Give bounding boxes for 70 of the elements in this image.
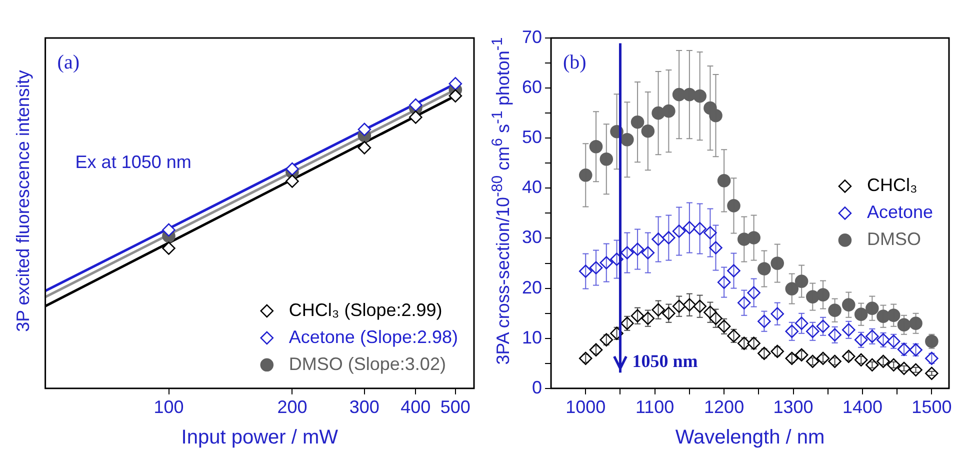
x-tick-label: 100 — [154, 397, 184, 418]
point — [640, 124, 654, 138]
point — [908, 363, 922, 377]
x-tick-label: 200 — [277, 397, 308, 418]
point — [806, 354, 819, 368]
legend-label: Acetone (Slope:2.98) — [288, 326, 458, 347]
point — [757, 346, 770, 360]
y-tick-label: 70 — [521, 26, 542, 47]
x-tick-label: 1300 — [772, 397, 813, 418]
x-tick-label: 500 — [440, 397, 470, 418]
point — [726, 199, 740, 212]
point — [876, 354, 890, 368]
point — [828, 304, 841, 317]
point — [794, 348, 808, 362]
point — [746, 231, 760, 244]
point — [578, 168, 592, 182]
point — [816, 288, 830, 302]
point — [770, 344, 784, 358]
y-tick-label: 30 — [521, 227, 542, 248]
point — [588, 343, 602, 357]
point — [854, 353, 868, 367]
legend-label: DMSO — [866, 229, 920, 250]
point — [886, 308, 900, 322]
point — [841, 350, 855, 364]
point — [578, 352, 592, 366]
x-tick-label: 1100 — [634, 397, 674, 418]
y-tick-label: 40 — [521, 177, 542, 198]
point — [784, 352, 798, 366]
point — [841, 298, 855, 312]
y-tick-label: 50 — [521, 127, 542, 148]
x-axis-title: Wavelength / nm — [674, 426, 824, 449]
point — [886, 358, 900, 372]
legend-label: Acetone — [866, 202, 933, 222]
point — [662, 104, 675, 118]
x-tick-label: 1400 — [842, 397, 882, 418]
point — [630, 115, 644, 129]
y-axis-title: 3P excited fluorescence intensity — [12, 69, 34, 334]
x-tick-label: 400 — [400, 397, 431, 418]
point — [854, 308, 868, 321]
annotation: (b) — [562, 51, 586, 74]
point — [865, 302, 878, 315]
point — [599, 152, 613, 166]
point — [770, 256, 784, 270]
text: (a) — [57, 51, 80, 74]
point — [924, 334, 938, 348]
point — [588, 140, 602, 154]
x-tick-label: 300 — [349, 397, 380, 418]
ref-line-label: 1050 nm — [632, 351, 698, 372]
point — [716, 174, 730, 188]
legend-label: DMSO (Slope:3.02) — [288, 354, 446, 374]
x-tick-label: 1500 — [911, 397, 952, 418]
x-tick-label: 1000 — [565, 397, 606, 418]
point — [828, 354, 841, 368]
point — [924, 366, 938, 380]
point — [896, 362, 910, 376]
point — [816, 352, 830, 366]
point — [794, 274, 808, 288]
point — [692, 89, 706, 103]
point — [757, 262, 770, 276]
x-tick-label: 1200 — [704, 397, 744, 418]
legend-label: CHCl₃ (Slope:2.99) — [288, 300, 442, 320]
y-tick-label: 0 — [532, 377, 542, 398]
y-tick-label: 60 — [521, 77, 542, 98]
x-axis-title: Input power / mW — [181, 426, 338, 449]
y-tick-label: 10 — [521, 327, 542, 348]
point — [865, 358, 878, 372]
y-tick-label: 20 — [521, 277, 542, 298]
annotation: Ex at 1050 nm — [75, 152, 192, 172]
legend-label: CHCl₃ — [866, 175, 917, 196]
point — [908, 316, 922, 330]
